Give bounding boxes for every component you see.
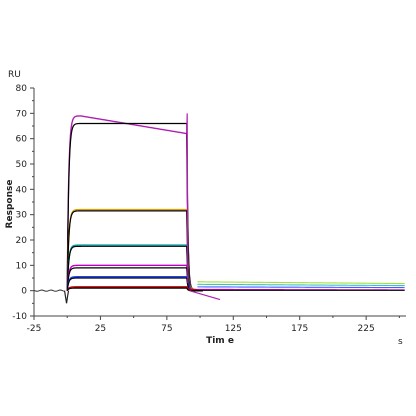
x-tick-label: -25 <box>27 324 42 334</box>
x-tick-label: 25 <box>95 324 106 334</box>
x-tick-label: 175 <box>291 324 308 334</box>
curves-group <box>33 113 405 304</box>
response-curve <box>66 264 203 291</box>
x-tick-label: 75 <box>161 324 172 334</box>
dissociation-spike <box>186 113 189 284</box>
y-tick-label: 10 <box>16 261 28 271</box>
axes-group: -10 0 10 20 30 40 50 60 70 80 -25 25 75 125 175 225 <box>12 84 406 334</box>
response-curve <box>66 276 203 291</box>
y-tick-label: 70 <box>16 109 28 119</box>
y-tick-label: 60 <box>16 135 28 145</box>
dissociation-tail <box>197 281 405 285</box>
dissociation-tail <box>197 286 405 289</box>
y-tick-label: 50 <box>16 160 28 170</box>
fit-curve <box>66 267 203 292</box>
y-tick-label: 40 <box>16 185 28 195</box>
injection-artifact <box>63 290 70 304</box>
response-curve <box>66 115 203 291</box>
baseline-curve <box>33 289 65 292</box>
y-tick-label: 20 <box>16 236 28 246</box>
y-tick-label: 30 <box>16 211 28 221</box>
y-tick-label: -10 <box>12 312 27 322</box>
response-curve <box>66 244 203 291</box>
x-tick-label: 225 <box>358 324 375 334</box>
y-axis-title: Response <box>5 180 15 229</box>
x-axis-title: Tim e <box>206 336 234 346</box>
fit-curve <box>66 287 203 292</box>
fit-curve <box>66 122 203 292</box>
response-curve <box>66 208 203 291</box>
response-curve <box>66 286 203 291</box>
dissociation-tail <box>197 283 405 287</box>
x-unit-label: s <box>398 337 403 347</box>
fit-curve <box>66 245 203 292</box>
fit-curve <box>66 277 203 292</box>
x-tick-label: 125 <box>225 324 242 334</box>
fit-curve <box>66 210 203 292</box>
y-tick-label: 0 <box>21 287 27 297</box>
y-tick-label: 80 <box>16 84 28 94</box>
y-unit-label: RU <box>8 70 21 80</box>
dissociation-drift <box>189 290 221 301</box>
dissociation-tail <box>197 288 405 291</box>
